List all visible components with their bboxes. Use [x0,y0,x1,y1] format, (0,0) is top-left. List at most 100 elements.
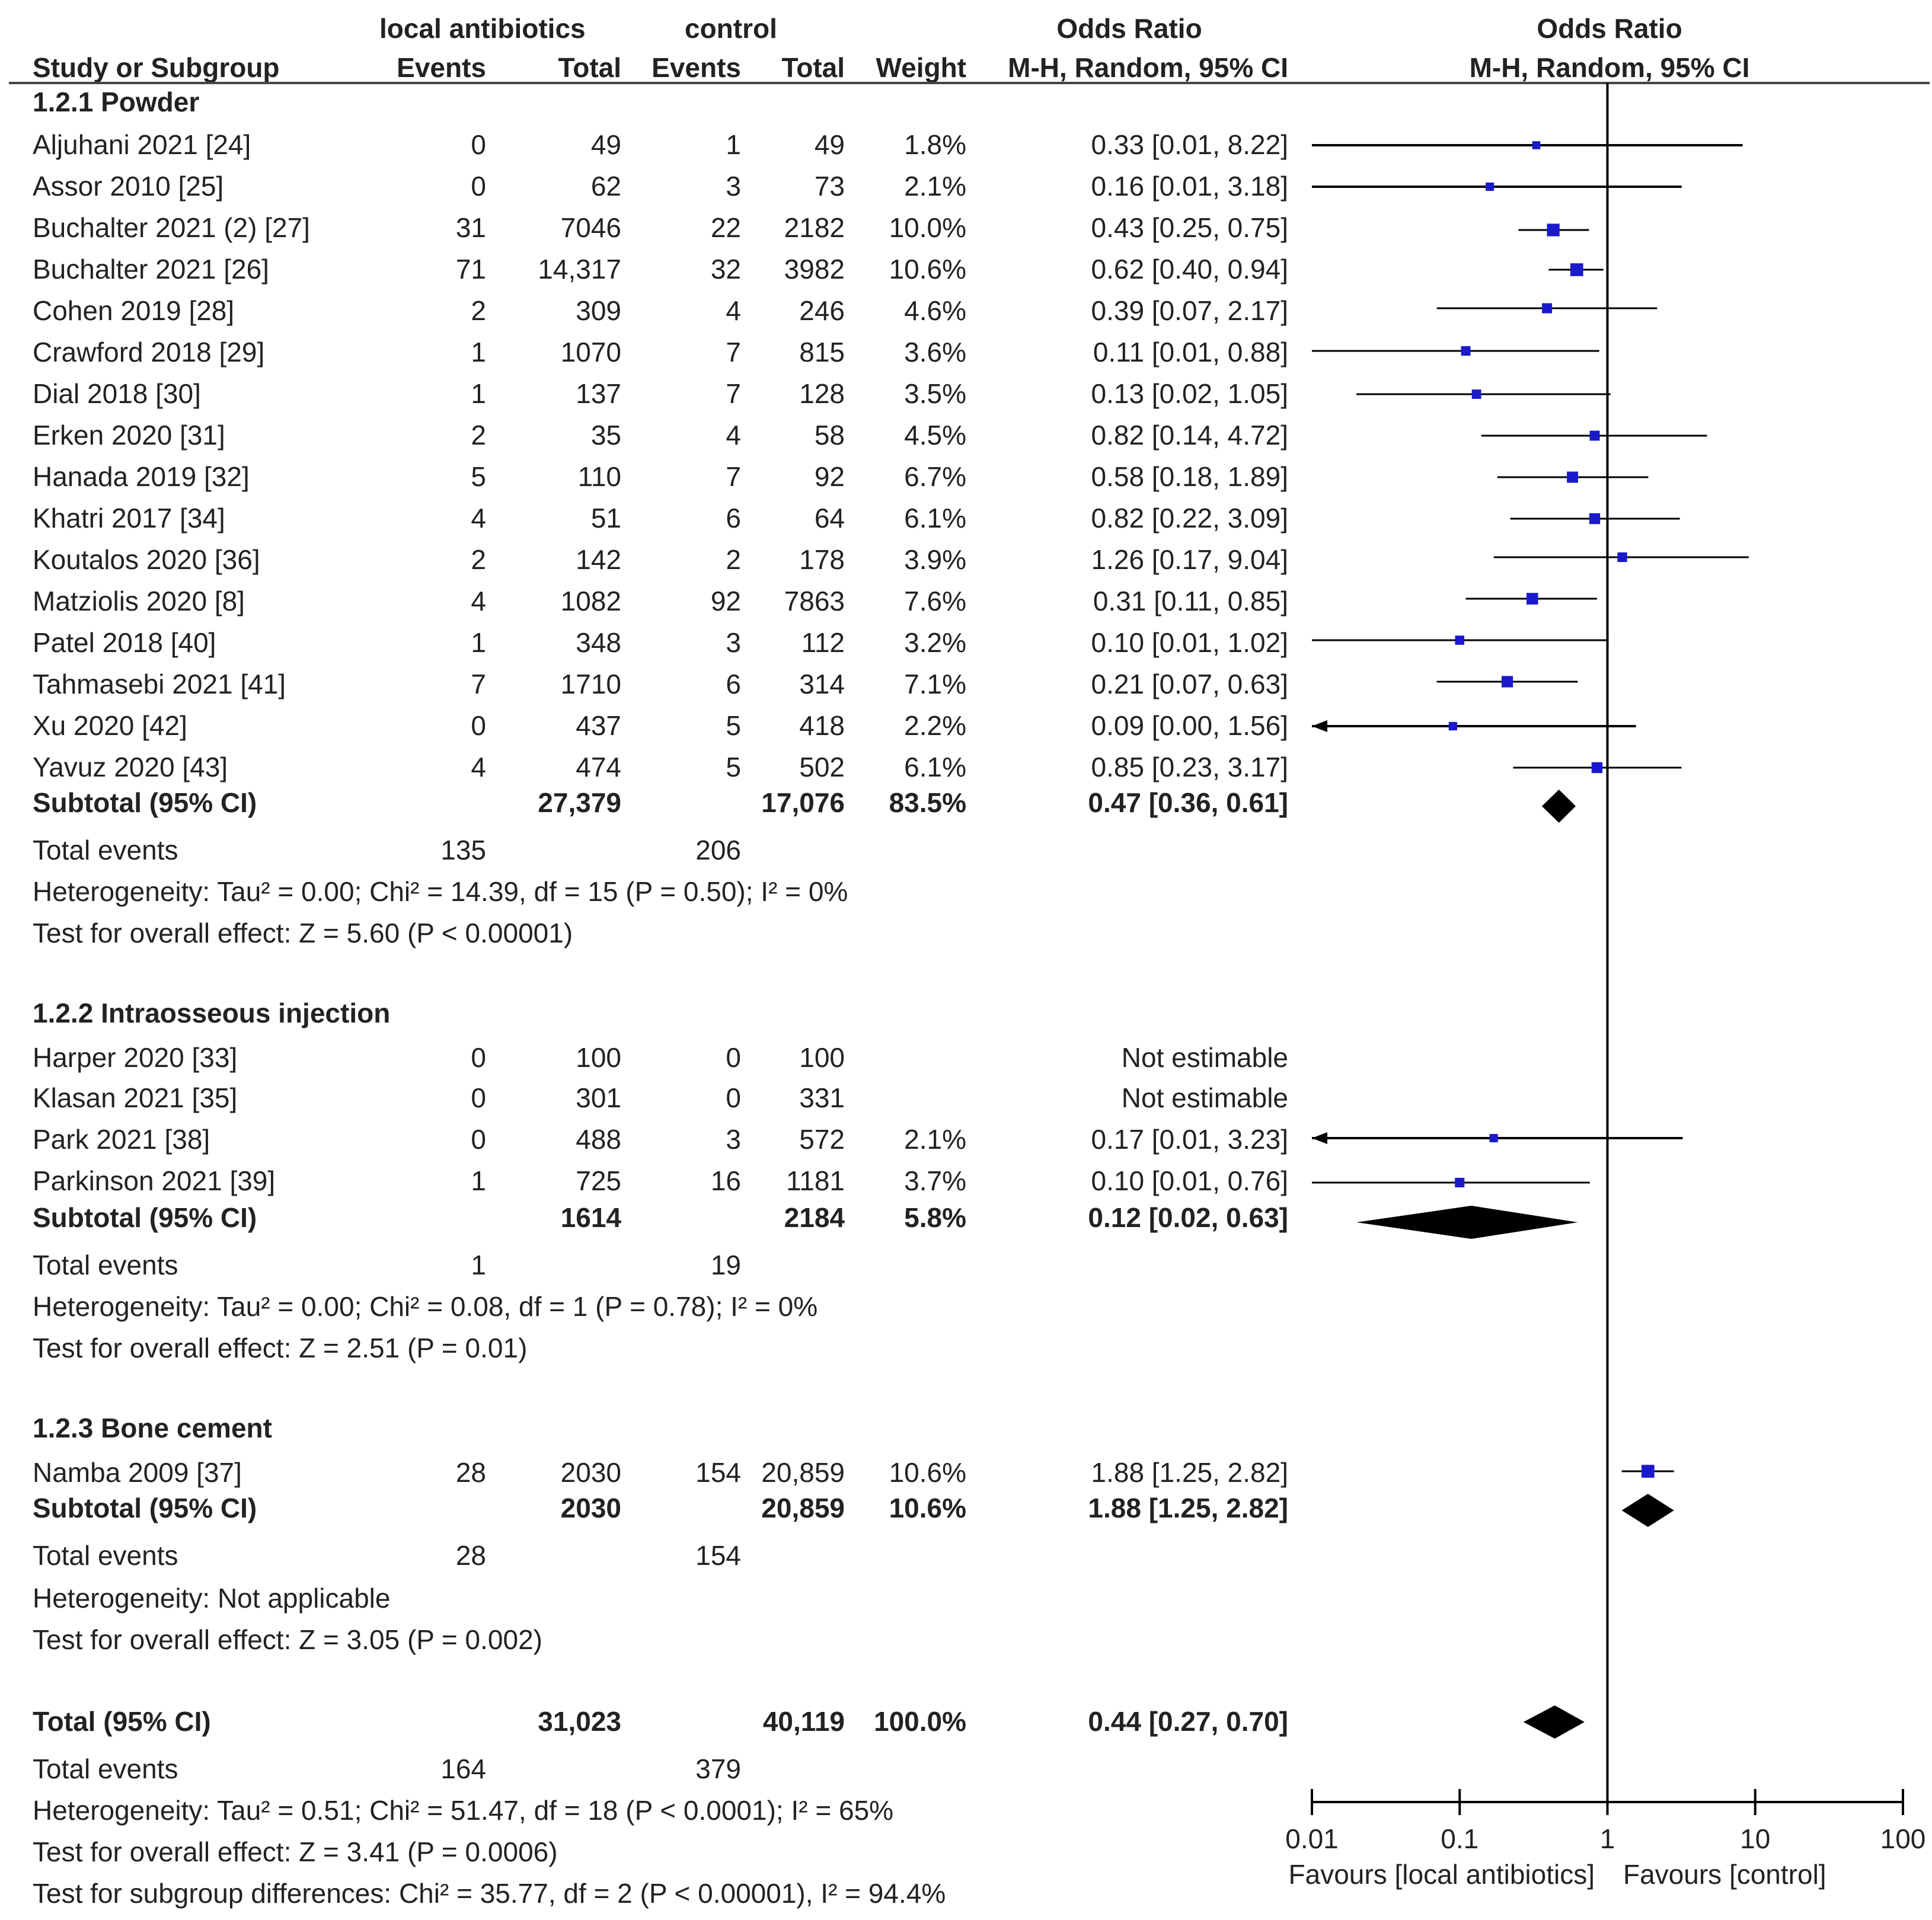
subtotal-weight: 5.8% [904,1202,966,1233]
study-name: Matziolis 2020 [8] [33,586,245,616]
total-events-control: 19 [711,1250,741,1280]
total-local: 2030 [561,1457,621,1488]
study-weight: 10.6% [889,254,966,285]
subgroup-title: 1.2.2 Intraosseous injection [33,998,390,1028]
events-local: 5 [471,461,486,492]
study-or-ci: 0.09 [0.00, 1.56] [1091,710,1289,741]
total-events-label: Total events [33,1753,178,1784]
total-local: 35 [591,420,621,451]
study-name: Park 2021 [38] [33,1124,210,1155]
study-name: Parkinson 2021 [39] [33,1165,275,1196]
x-tick-label: 10 [1740,1823,1770,1854]
subgroup-differences-text: Test for subgroup differences: Chi² = 35… [33,1878,946,1909]
total-control: 7863 [784,586,845,616]
total-control: 2182 [784,212,845,243]
study-point [1489,1133,1498,1143]
subtotal-diamond [1541,790,1576,823]
events-control: 3 [726,1124,741,1155]
study-name: Khatri 2017 [34] [33,503,225,533]
col-events-1: Events [397,52,486,83]
events-local: 1 [471,1165,486,1196]
total-label: Total (95% CI) [33,1706,211,1737]
total-control: 64 [815,503,845,533]
study-point [1589,513,1601,525]
total-local: 100 [576,1042,621,1073]
total-local: 348 [576,627,621,658]
study-name: Buchalter 2021 [26] [33,254,269,285]
subtotal-total-local: 2030 [561,1493,621,1523]
study-point [1526,593,1538,605]
total-total-control: 40,119 [763,1706,845,1737]
study-name: Dial 2018 [30] [33,378,201,409]
group-label-control: control [685,13,777,44]
events-local: 4 [471,503,486,533]
total-local: 1710 [561,669,621,699]
total-local: 110 [578,461,621,492]
study-or-ci: 0.58 [0.18, 1.89] [1091,461,1289,492]
events-control: 5 [726,752,741,782]
x-tick-label: 1 [1600,1823,1615,1854]
events-control: 7 [726,461,741,492]
events-control: 6 [726,669,741,699]
subtotal-or-ci: 0.47 [0.36, 0.61] [1088,787,1288,818]
study-point [1455,1177,1465,1188]
table-body: 1.2.1 Powder Aljuhani 2021 [24] 0 49 1 49 1.8%… [33,87,1288,1909]
total-control: 58 [815,420,845,451]
heterogeneity-text: Heterogeneity: Not applicable [33,1583,390,1614]
total-control: 331 [799,1082,845,1113]
study-name: Hanada 2019 [32] [33,461,250,492]
total-local: 437 [576,710,621,741]
total-control: 20,859 [761,1457,845,1488]
subtotal-total-local: 1614 [561,1202,622,1233]
subtotal-or-ci: 0.12 [0.02, 0.63] [1088,1202,1288,1233]
study-weight: 2.2% [904,710,966,741]
col-study: Study or Subgroup [33,52,280,83]
events-control: 1 [726,129,741,160]
total-events-local: 28 [456,1540,486,1571]
total-control: 49 [815,129,845,160]
events-control: 32 [711,254,741,285]
total-control: 418 [799,710,845,741]
plot-method: M-H, Random, 95% CI [1470,52,1750,83]
events-local: 0 [471,1042,486,1073]
study-or-ci: 0.21 [0.07, 0.63] [1091,669,1289,699]
total-local: 474 [576,752,621,782]
subtotal-weight: 10.6% [889,1493,966,1523]
total-local: 51 [591,503,621,533]
study-point [1455,635,1465,645]
events-local: 2 [471,544,486,575]
events-control: 2 [726,544,741,575]
total-control: 178 [799,544,845,575]
study-weight: 10.6% [889,1457,966,1488]
events-control: 92 [711,586,741,616]
subtotal-label: Subtotal (95% CI) [33,1493,257,1523]
study-name: Cohen 2019 [28] [33,295,234,326]
total-events-label: Total events [33,1250,178,1280]
study-weight: 2.1% [904,1124,966,1155]
total-events-label: Total events [33,835,178,865]
x-tick-label: 0.1 [1441,1823,1478,1854]
total-events-control: 154 [695,1540,741,1571]
events-control: 3 [726,627,741,658]
study-or-ci: 0.17 [0.01, 3.23] [1091,1124,1289,1155]
x-tick-label: 100 [1880,1823,1926,1854]
study-left-arrow [1312,1132,1327,1144]
study-point [1532,141,1541,149]
subtotal-diamond [1356,1206,1578,1239]
heterogeneity-text: Heterogeneity: Tau² = 0.00; Chi² = 0.08,… [33,1291,817,1322]
events-local: 0 [471,710,486,741]
total-events-local: 1 [471,1250,486,1280]
col-weight: Weight [876,52,966,83]
total-local: 14,317 [538,254,621,285]
study-or-ci: 1.26 [0.17, 9.04] [1091,544,1289,575]
events-control: 4 [726,420,741,451]
study-weight: 6.1% [904,503,966,533]
total-control: 112 [801,627,845,658]
study-point [1471,389,1481,399]
events-control: 3 [726,171,741,202]
events-local: 2 [471,420,486,451]
study-or-ci: 0.13 [0.02, 1.05] [1091,378,1289,409]
total-heterogeneity-text: Heterogeneity: Tau² = 0.51; Chi² = 51.47… [33,1795,893,1826]
study-weight: 3.7% [904,1165,966,1196]
